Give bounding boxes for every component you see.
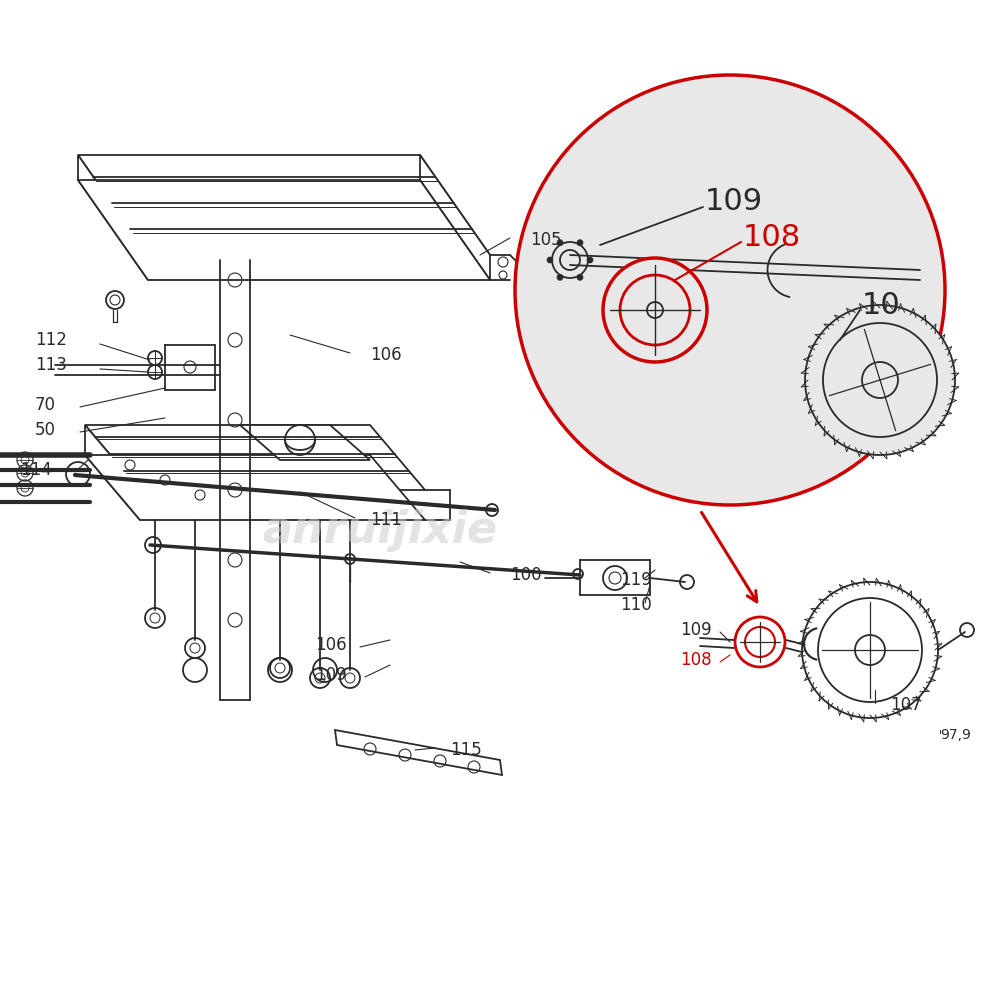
Circle shape — [587, 257, 593, 263]
Text: 119: 119 — [620, 571, 652, 589]
Text: 109: 109 — [315, 666, 347, 684]
Circle shape — [560, 250, 580, 270]
Text: 111: 111 — [370, 511, 402, 529]
Circle shape — [855, 635, 885, 665]
Circle shape — [818, 598, 922, 702]
Text: anruijixie: anruijixie — [262, 508, 498, 552]
Circle shape — [515, 75, 945, 505]
Text: 100: 100 — [510, 566, 542, 584]
Circle shape — [577, 274, 583, 280]
Text: 115: 115 — [450, 741, 482, 759]
Text: 109: 109 — [680, 621, 712, 639]
Polygon shape — [78, 180, 490, 280]
Circle shape — [735, 617, 785, 667]
Polygon shape — [85, 425, 425, 490]
Circle shape — [557, 274, 563, 280]
Text: 10: 10 — [862, 290, 901, 320]
Text: 50: 50 — [35, 421, 56, 439]
Polygon shape — [335, 730, 502, 775]
Circle shape — [647, 302, 663, 318]
Text: 110: 110 — [620, 596, 652, 614]
Polygon shape — [85, 455, 425, 520]
Circle shape — [823, 323, 937, 437]
Circle shape — [552, 242, 588, 278]
Text: 112: 112 — [35, 331, 67, 349]
Circle shape — [745, 627, 775, 657]
Circle shape — [620, 275, 690, 345]
Polygon shape — [420, 155, 490, 280]
Text: 107: 107 — [890, 696, 922, 714]
Text: 109: 109 — [705, 188, 763, 217]
Circle shape — [805, 305, 955, 455]
Circle shape — [547, 257, 553, 263]
Text: 106: 106 — [370, 346, 402, 364]
Text: 108: 108 — [680, 651, 712, 669]
Circle shape — [802, 582, 938, 718]
Polygon shape — [240, 425, 370, 460]
Text: 70: 70 — [35, 396, 56, 414]
Circle shape — [577, 240, 583, 246]
Text: 108: 108 — [743, 224, 801, 252]
Text: 105: 105 — [530, 231, 562, 249]
Polygon shape — [85, 425, 140, 520]
Text: 113: 113 — [35, 356, 67, 374]
Circle shape — [603, 258, 707, 362]
Text: 114: 114 — [20, 461, 52, 479]
Text: 97,9: 97,9 — [940, 728, 971, 742]
Text: 106: 106 — [315, 636, 347, 654]
Circle shape — [862, 362, 898, 398]
Polygon shape — [78, 155, 148, 280]
Polygon shape — [78, 155, 490, 255]
Circle shape — [557, 240, 563, 246]
